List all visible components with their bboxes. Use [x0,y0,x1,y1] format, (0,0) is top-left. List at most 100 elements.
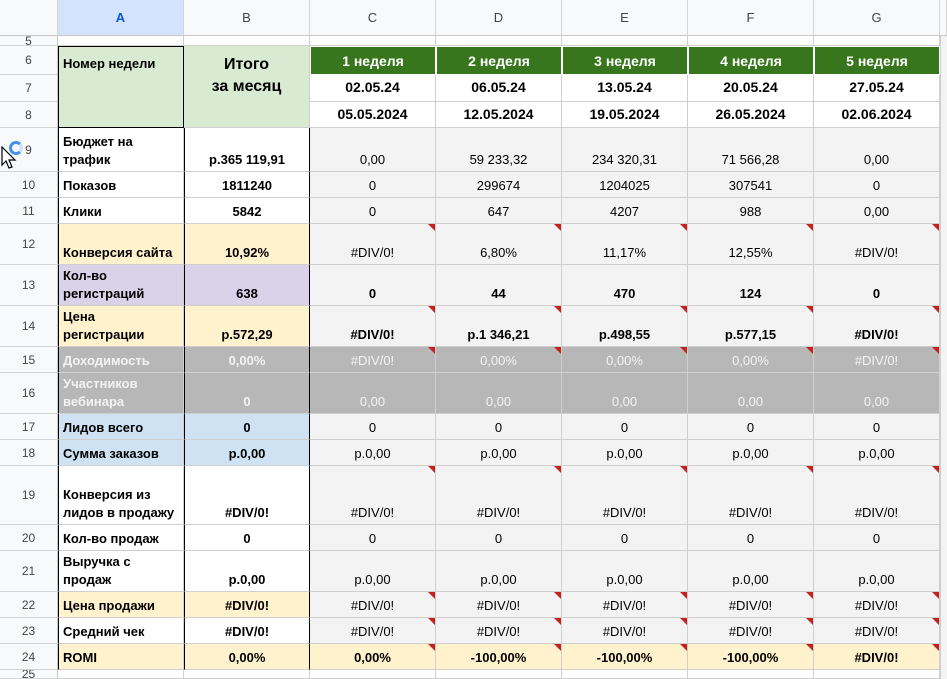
row-number-16[interactable]: 16 [0,373,58,414]
week-value-22-1[interactable]: #DIV/0! [310,592,436,618]
week-value-24-4[interactable]: -100,00% [688,644,814,670]
column-h-edge[interactable] [940,36,947,679]
week-value-11-5[interactable]: 0,00 [814,198,940,224]
week-value-15-5[interactable]: #DIV/0! [814,347,940,373]
week-value-11-4[interactable]: 988 [688,198,814,224]
week-value-13-5[interactable]: 0 [814,265,940,306]
week-value-15-4[interactable]: 0,00% [688,347,814,373]
week-value-19-3[interactable]: #DIV/0! [562,466,688,525]
total-value-11[interactable]: 5842 [184,198,310,224]
total-month-header[interactable]: Итого за месяц [184,46,310,128]
row-25-cell[interactable] [436,670,562,679]
week-value-11-2[interactable]: 647 [436,198,562,224]
total-value-16[interactable]: 0 [184,373,310,414]
week-value-12-2[interactable]: 6,80% [436,224,562,265]
row-number-19[interactable]: 19 [0,466,58,525]
week-value-14-1[interactable]: #DIV/0! [310,306,436,347]
row-label-10[interactable]: Показов [58,172,184,198]
column-header-h[interactable] [940,0,947,36]
total-value-24[interactable]: 0,00% [184,644,310,670]
row-label-16[interactable]: Участников вебинара [58,373,184,414]
row-25-cell[interactable] [310,670,436,679]
week-value-12-5[interactable]: #DIV/0! [814,224,940,265]
row-5-cell[interactable] [436,36,562,46]
week-end-3[interactable]: 19.05.2024 [562,102,688,128]
total-value-15[interactable]: 0,00% [184,347,310,373]
week-value-21-5[interactable]: р.0,00 [814,551,940,592]
week-value-14-2[interactable]: р.1 346,21 [436,306,562,347]
column-header-g[interactable]: G [814,0,940,36]
row-number-14[interactable]: 14 [0,306,58,347]
column-header-b[interactable]: B [184,0,310,36]
week-value-16-1[interactable]: 0,00 [310,373,436,414]
week-value-21-3[interactable]: р.0,00 [562,551,688,592]
row-number-7[interactable]: 7 [0,75,58,102]
column-header-f[interactable]: F [688,0,814,36]
row-label-13[interactable]: Кол-во регистраций [58,265,184,306]
week-value-14-3[interactable]: р.498,55 [562,306,688,347]
row-number-21[interactable]: 21 [0,551,58,592]
week-start-5[interactable]: 27.05.24 [814,75,940,102]
week-header-2[interactable]: 2 неделя [436,46,562,75]
header-label-cell[interactable]: Номер недели [58,46,184,128]
week-start-1[interactable]: 02.05.24 [310,75,436,102]
week-value-17-3[interactable]: 0 [562,414,688,440]
row-25-cell[interactable] [58,670,184,679]
week-value-16-5[interactable]: 0,00 [814,373,940,414]
row-number-20[interactable]: 20 [0,525,58,551]
week-value-11-3[interactable]: 4207 [562,198,688,224]
total-value-19[interactable]: #DIV/0! [184,466,310,525]
week-start-4[interactable]: 20.05.24 [688,75,814,102]
row-number-10[interactable]: 10 [0,172,58,198]
row-5-cell[interactable] [562,36,688,46]
week-value-21-2[interactable]: р.0,00 [436,551,562,592]
week-value-20-5[interactable]: 0 [814,525,940,551]
week-value-21-4[interactable]: р.0,00 [688,551,814,592]
week-start-2[interactable]: 06.05.24 [436,75,562,102]
week-value-10-4[interactable]: 307541 [688,172,814,198]
row-label-14[interactable]: Цена регистрации [58,306,184,347]
week-value-19-4[interactable]: #DIV/0! [688,466,814,525]
row-number-23[interactable]: 23 [0,618,58,644]
row-label-20[interactable]: Кол-во продаж [58,525,184,551]
week-value-9-5[interactable]: 0,00 [814,128,940,172]
total-value-20[interactable]: 0 [184,525,310,551]
week-value-22-2[interactable]: #DIV/0! [436,592,562,618]
week-value-16-4[interactable]: 0,00 [688,373,814,414]
row-5-cell[interactable] [310,36,436,46]
row-number-22[interactable]: 22 [0,592,58,618]
row-label-12[interactable]: Конверсия сайта [58,224,184,265]
week-value-17-1[interactable]: 0 [310,414,436,440]
week-value-12-1[interactable]: #DIV/0! [310,224,436,265]
row-25-cell[interactable] [814,670,940,679]
week-value-9-2[interactable]: 59 233,32 [436,128,562,172]
row-5-cell[interactable] [688,36,814,46]
row-number-12[interactable]: 12 [0,224,58,265]
week-value-22-4[interactable]: #DIV/0! [688,592,814,618]
week-value-15-1[interactable]: #DIV/0! [310,347,436,373]
select-all-corner[interactable] [0,0,58,36]
row-number-18[interactable]: 18 [0,440,58,466]
week-value-10-1[interactable]: 0 [310,172,436,198]
week-value-14-5[interactable]: #DIV/0! [814,306,940,347]
column-header-a[interactable]: A [58,0,184,36]
total-value-13[interactable]: 638 [184,265,310,306]
row-label-18[interactable]: Сумма заказов [58,440,184,466]
row-label-19[interactable]: Конверсия из лидов в продажу [58,466,184,525]
week-header-4[interactable]: 4 неделя [688,46,814,75]
week-header-1[interactable]: 1 неделя [310,46,436,75]
week-value-11-1[interactable]: 0 [310,198,436,224]
week-value-18-5[interactable]: р.0,00 [814,440,940,466]
total-value-22[interactable]: #DIV/0! [184,592,310,618]
week-value-13-4[interactable]: 124 [688,265,814,306]
week-value-13-1[interactable]: 0 [310,265,436,306]
row-5-cell[interactable] [184,36,310,46]
column-header-e[interactable]: E [562,0,688,36]
week-value-20-4[interactable]: 0 [688,525,814,551]
row-label-11[interactable]: Клики [58,198,184,224]
row-25-cell[interactable] [184,670,310,679]
week-value-23-3[interactable]: #DIV/0! [562,618,688,644]
week-header-5[interactable]: 5 неделя [814,46,940,75]
week-value-18-1[interactable]: р.0,00 [310,440,436,466]
row-label-15[interactable]: Доходимость [58,347,184,373]
